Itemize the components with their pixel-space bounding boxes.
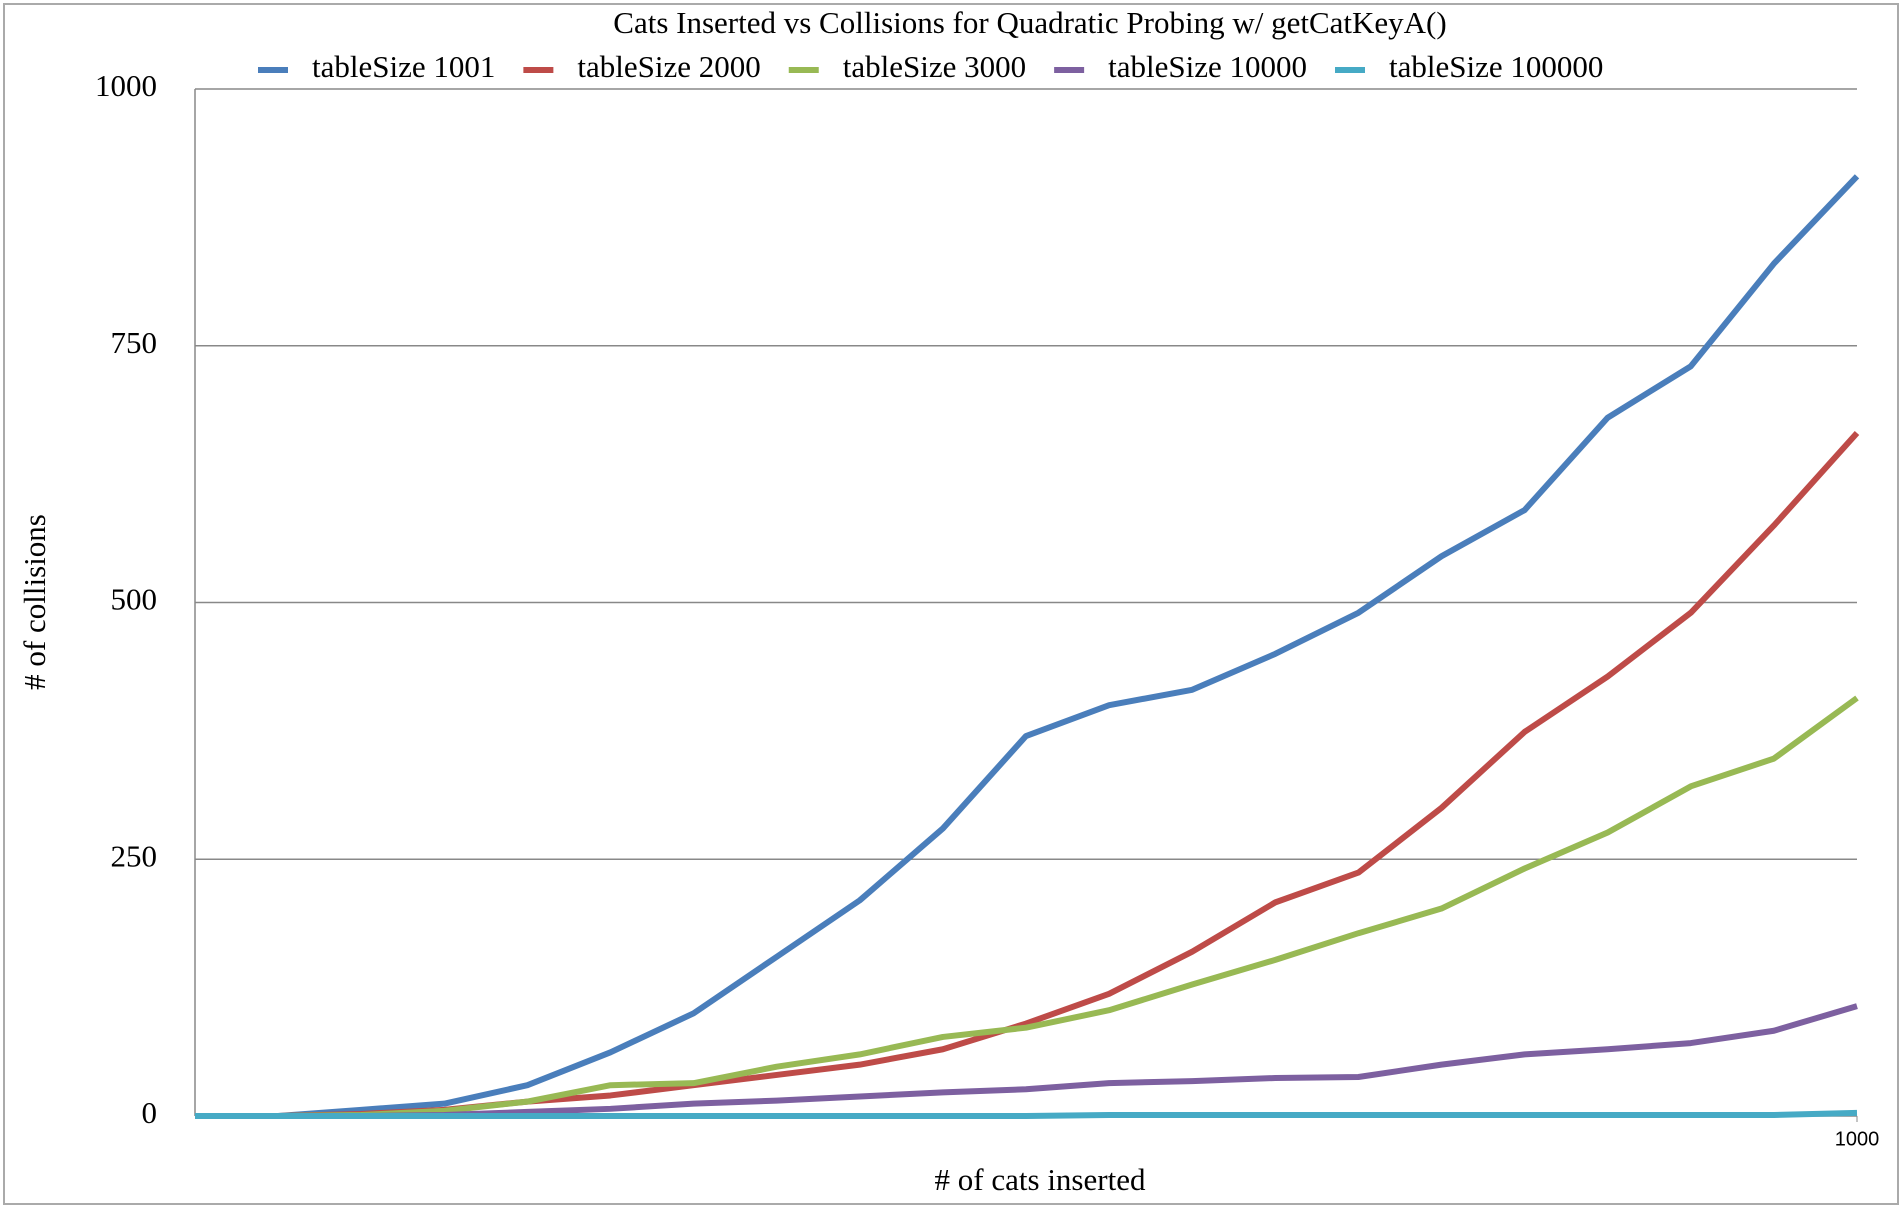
y-tick-label: 500 <box>111 582 158 617</box>
series-line <box>195 695 1859 1119</box>
series-line <box>195 1109 1858 1119</box>
y-tick-label: 1000 <box>95 68 157 103</box>
legend-label: tableSize 10000 <box>1108 49 1307 84</box>
x-axis-label: # of cats inserted <box>935 1162 1146 1197</box>
series-line <box>195 174 1860 1119</box>
legend-label: tableSize 2000 <box>577 49 760 84</box>
x-tick-label: 1000 <box>1835 1128 1880 1150</box>
series-line <box>195 431 1860 1119</box>
legend-label: tableSize 3000 <box>843 49 1026 84</box>
legend-label: tableSize 100000 <box>1389 49 1603 84</box>
y-tick-label: 250 <box>111 838 158 873</box>
y-axis-label: # of collisions <box>17 514 52 690</box>
y-tick-label: 0 <box>142 1095 158 1130</box>
legend-label: tableSize 1001 <box>312 49 495 84</box>
y-tick-label: 750 <box>111 325 158 360</box>
chart-frame <box>3 3 1899 1205</box>
chart-title: Cats Inserted vs Collisions for Quadrati… <box>613 5 1446 40</box>
